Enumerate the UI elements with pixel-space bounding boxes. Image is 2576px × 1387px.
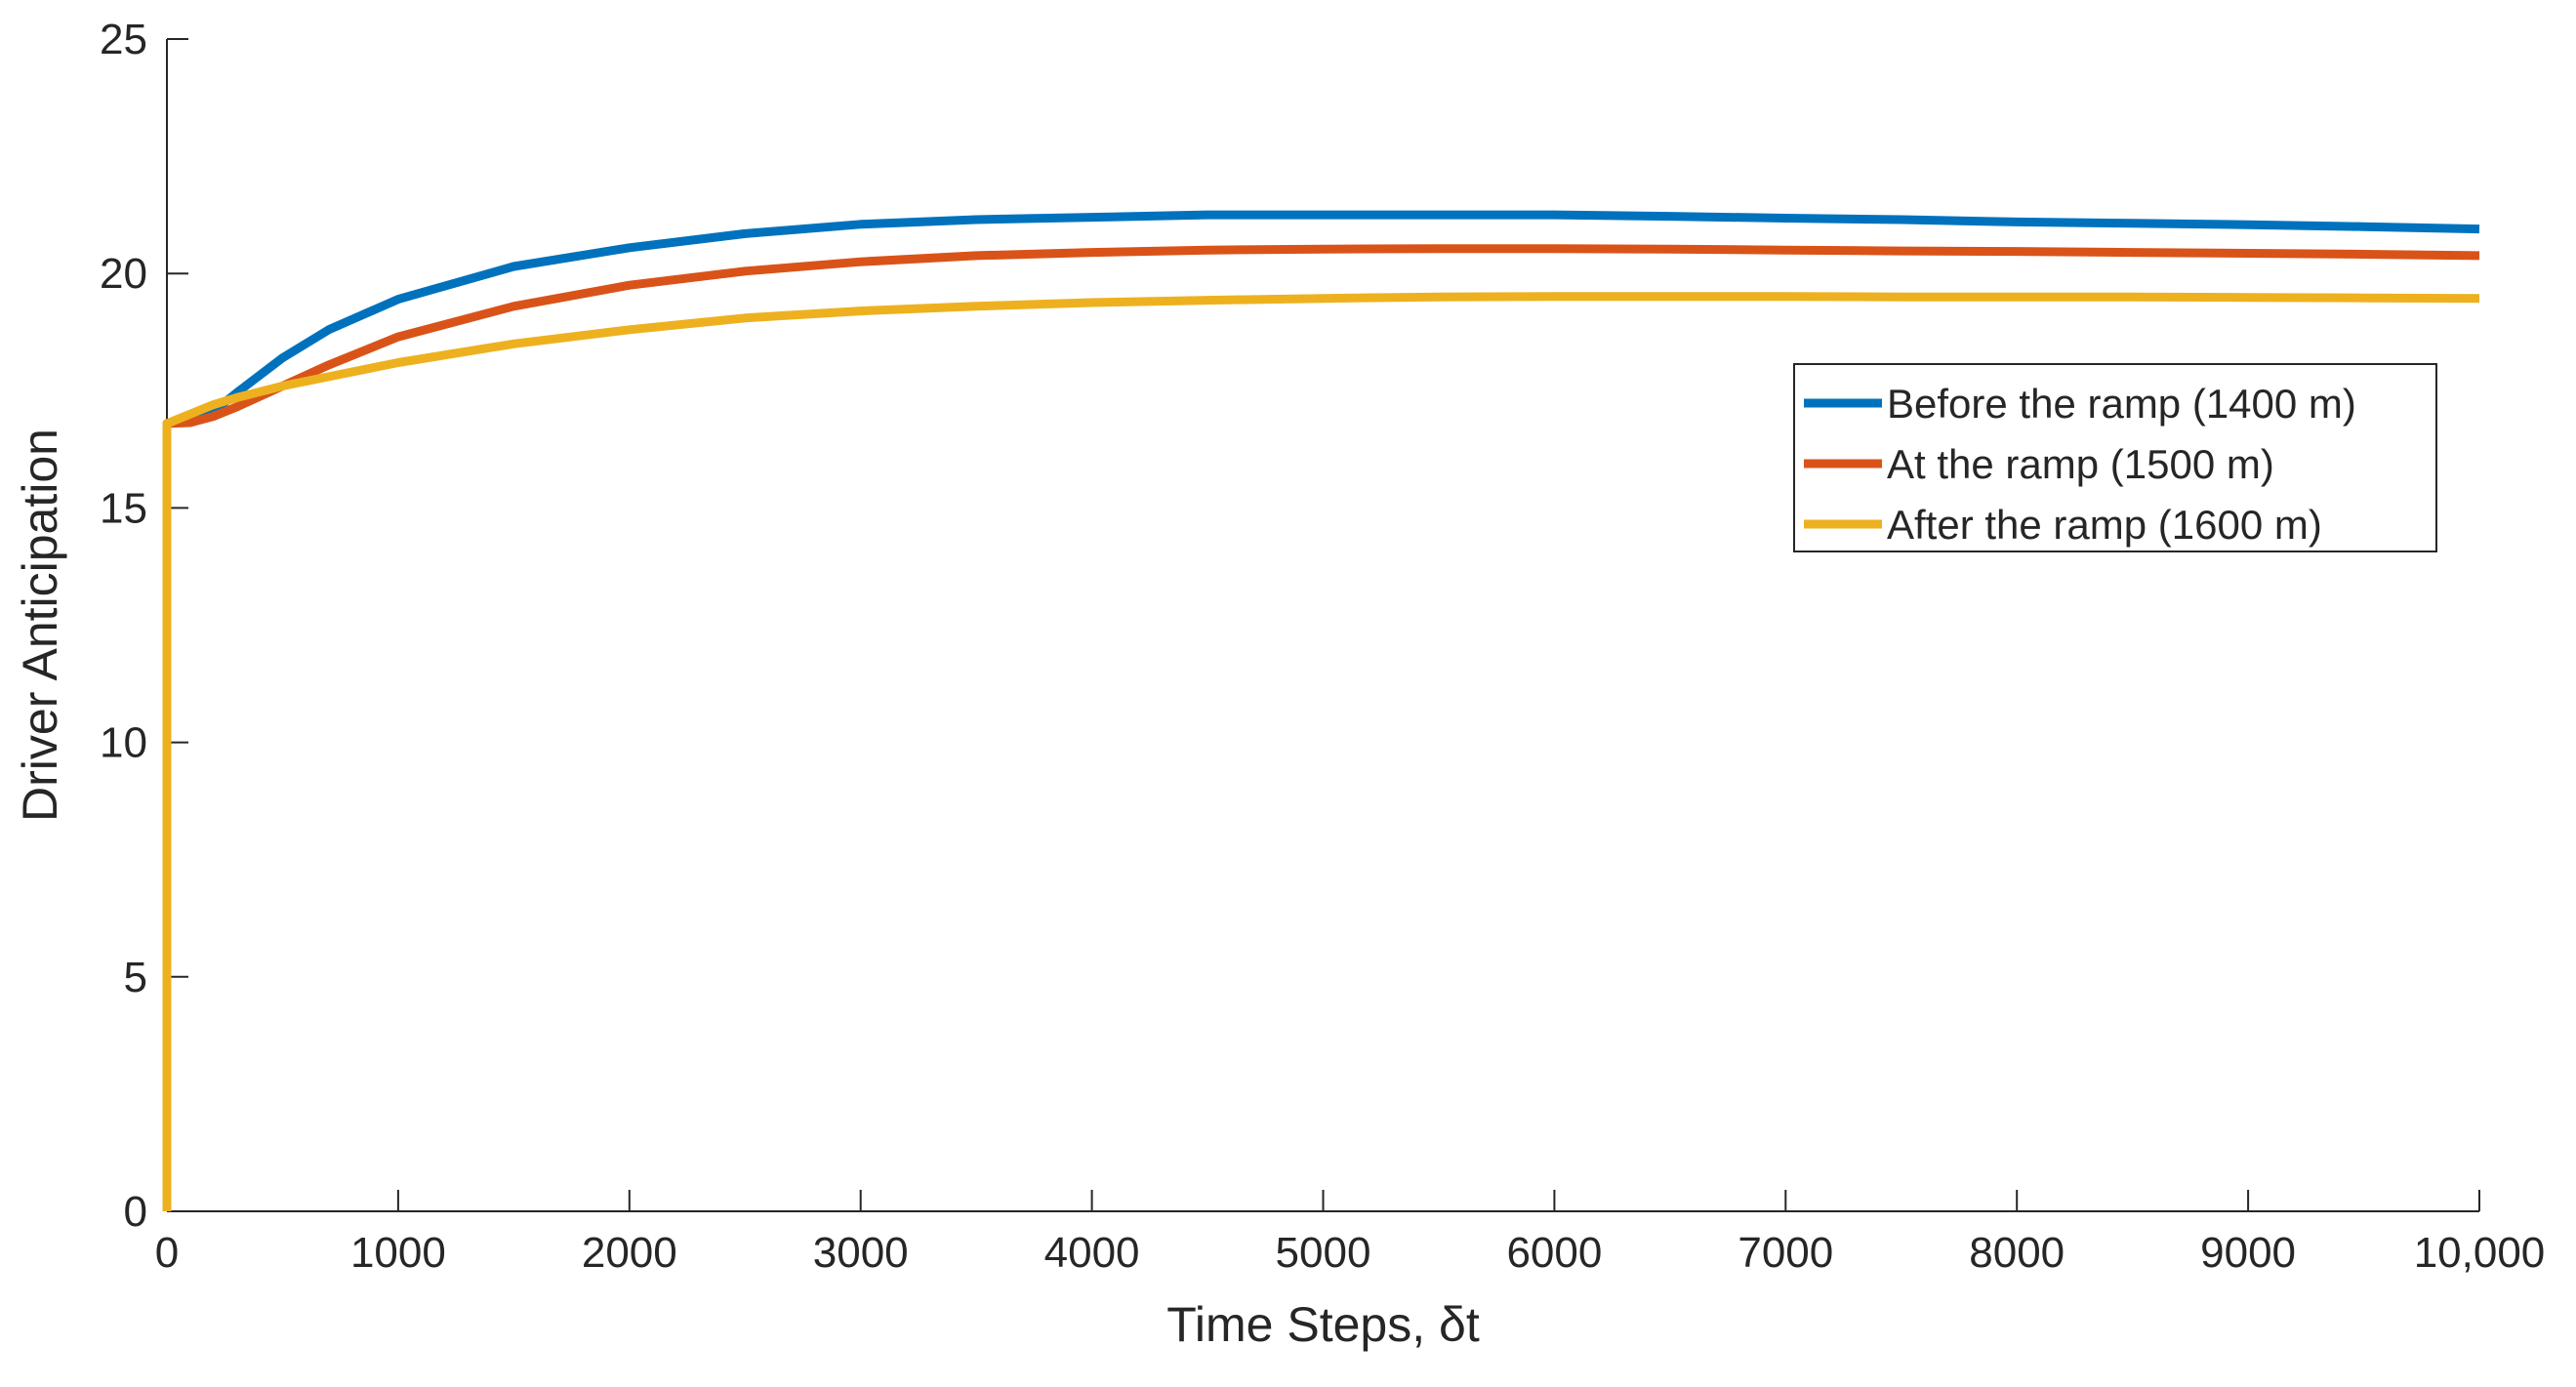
y-tick-label: 20 <box>100 250 147 298</box>
tick-labels: 0 1000 2000 3000 4000 5000 6000 7000 8000 9000 10,… <box>100 16 2545 1277</box>
y-tick-label: 25 <box>100 16 147 63</box>
x-tick-label: 0 <box>155 1229 179 1277</box>
x-tick-label: 7000 <box>1738 1229 1833 1277</box>
x-tick-label: 6000 <box>1506 1229 1602 1277</box>
x-tick-label: 5000 <box>1276 1229 1371 1277</box>
series-line-1 <box>162 210 2480 1211</box>
y-tick-label: 15 <box>100 484 147 532</box>
y-tick-label: 5 <box>124 954 147 1001</box>
x-tick-label: 2000 <box>582 1229 677 1277</box>
legend: Before the ramp (1400 m) At the ramp (150… <box>1793 363 2437 552</box>
legend-box <box>1793 363 2437 552</box>
series-line-3 <box>162 292 2480 1211</box>
y-axis-label: Driver Anticipation <box>13 428 67 822</box>
y-tick-label: 10 <box>100 719 147 767</box>
series-lines <box>162 210 2480 1211</box>
x-tick-label: 9000 <box>2200 1229 2296 1277</box>
x-tick-label: 10,000 <box>2414 1229 2546 1277</box>
x-tick-label: 3000 <box>813 1229 909 1277</box>
x-axis-label: Time Steps, δt <box>1166 1297 1480 1352</box>
legend-label-1: Before the ramp (1400 m) <box>1887 381 2356 427</box>
y-tick-label: 0 <box>124 1188 147 1236</box>
x-tick-label: 4000 <box>1044 1229 1140 1277</box>
series-line-2 <box>162 244 2480 1211</box>
x-tick-label: 8000 <box>1969 1229 2065 1277</box>
x-tick-label: 1000 <box>350 1229 446 1277</box>
legend-label-3: After the ramp (1600 m) <box>1887 502 2322 548</box>
legend-label-2: At the ramp (1500 m) <box>1887 441 2274 487</box>
